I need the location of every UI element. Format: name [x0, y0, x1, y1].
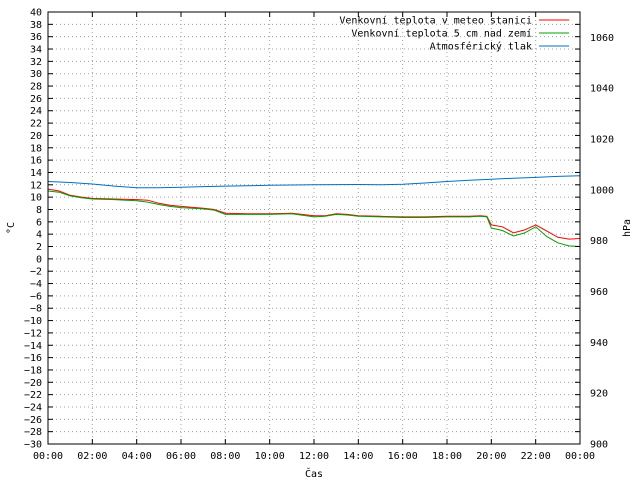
y-tick-label: 10	[30, 193, 42, 204]
x-tick-label: 14:00	[343, 451, 373, 462]
legend-label: Venkovní teplota 5 cm nad zemí	[351, 28, 532, 40]
x-tick-label: 10:00	[255, 451, 285, 462]
y-tick-label: 34	[30, 45, 42, 56]
y-tick-label: 14	[30, 168, 42, 179]
y2-axis-label: hPa	[622, 219, 633, 237]
y2-tick-label: 920	[590, 389, 608, 400]
x-axis-label: Čas	[305, 467, 323, 480]
y-tick-label: 38	[30, 20, 42, 31]
x-tick-label: 02:00	[77, 451, 107, 462]
x-tick-label: 04:00	[122, 451, 152, 462]
series-layer	[47, 175, 581, 247]
y2-tick-label: 980	[590, 236, 608, 247]
y-tick-label: −10	[24, 316, 42, 327]
series-line-3	[47, 175, 581, 189]
y-tick-label: 20	[30, 131, 42, 142]
y-tick-label: −16	[24, 353, 42, 364]
y-tick-label: 4	[36, 230, 42, 241]
y-tick-label: 28	[30, 82, 42, 93]
x-tick-label: 08:00	[210, 451, 240, 462]
y-tick-label: −8	[30, 304, 42, 315]
x-tick-label: 12:00	[299, 451, 329, 462]
x-tick-label: 06:00	[166, 451, 196, 462]
grid	[48, 12, 580, 444]
y2-tick-label: 940	[590, 338, 608, 349]
y-tick-label: 8	[36, 205, 42, 216]
y-tick-label: 18	[30, 143, 42, 154]
series-line-1	[47, 188, 581, 240]
y-tick-label: −6	[30, 291, 42, 302]
y-tick-label: 0	[36, 254, 42, 265]
y-tick-label: −12	[24, 328, 42, 339]
y-tick-label: −24	[24, 402, 42, 413]
y-tick-label: −14	[24, 341, 42, 352]
y-tick-label: −30	[24, 440, 42, 451]
y-tick-label: 26	[30, 94, 42, 105]
y-tick-label: 36	[30, 32, 42, 43]
y-tick-label: −18	[24, 365, 42, 376]
y-tick-label: 2	[36, 242, 42, 253]
y-tick-label: 24	[30, 106, 42, 117]
legend: Venkovní teplota v meteo staniciVenkovní…	[339, 15, 569, 53]
y-tick-label: −4	[30, 279, 42, 290]
x-tick-label: 16:00	[388, 451, 418, 462]
x-tick-label: 00:00	[565, 451, 595, 462]
y-tick-label: −26	[24, 415, 42, 426]
y-tick-label: 32	[30, 57, 42, 68]
x-axis-ticks: 00:00 02:00 04:00 06:00 08:00 10:00 12:00 14:00…	[33, 12, 595, 462]
y-tick-label: 6	[36, 217, 42, 228]
x-tick-label: 18:00	[432, 451, 462, 462]
y-tick-label: 12	[30, 180, 42, 191]
y-tick-label: 16	[30, 156, 42, 167]
y2-tick-label: 1000	[590, 185, 614, 196]
x-tick-label: 22:00	[521, 451, 551, 462]
y2-axis-ticks: 900 920 940 960 980 1000 1020 1040 1060	[590, 33, 614, 451]
y2-tick-label: 960	[590, 287, 608, 298]
y-tick-label: 22	[30, 119, 42, 130]
y2-tick-label: 1040	[590, 84, 614, 95]
x-tick-label: 00:00	[33, 451, 63, 462]
y2-tick-label: 900	[590, 440, 608, 451]
y2-tick-label: 1060	[590, 33, 614, 44]
y-tick-label: −22	[24, 390, 42, 401]
legend-label: Atmosférický tlak	[430, 41, 532, 53]
y-tick-label: 40	[30, 8, 42, 19]
y-tick-label: 30	[30, 69, 42, 80]
y-tick-label: −20	[24, 378, 42, 389]
y2-tick-label: 1020	[590, 135, 614, 146]
y-axis-label: °C	[6, 222, 17, 234]
y-tick-label: −28	[24, 427, 42, 438]
y-axis-ticks: −30−28−26−24−22−20−18−16−14−12−10−8−6−4−…	[24, 8, 580, 451]
y-tick-label: −2	[30, 267, 42, 278]
legend-label: Venkovní teplota v meteo stanici	[339, 15, 532, 27]
x-tick-label: 20:00	[476, 451, 506, 462]
series-line-2	[47, 190, 581, 247]
